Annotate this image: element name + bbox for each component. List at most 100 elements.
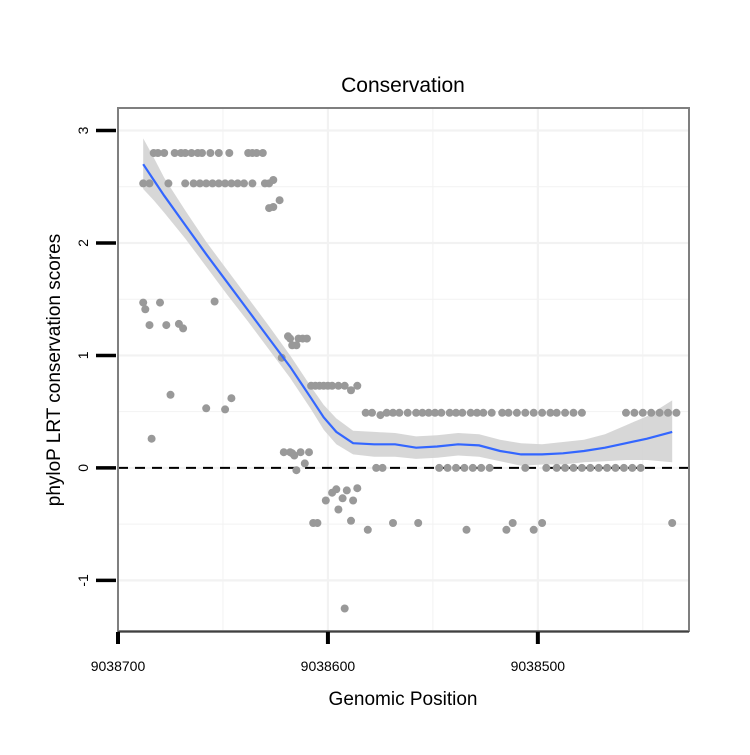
data-point bbox=[208, 179, 217, 188]
y-tick-label: 1 bbox=[75, 351, 91, 359]
data-point bbox=[521, 463, 530, 472]
data-point bbox=[221, 179, 230, 188]
data-point bbox=[395, 408, 404, 417]
y-tick-label: 3 bbox=[75, 126, 91, 134]
data-point bbox=[647, 408, 656, 417]
data-point bbox=[622, 408, 630, 417]
data-point bbox=[485, 463, 494, 472]
data-point bbox=[328, 381, 337, 390]
data-point bbox=[538, 519, 547, 527]
y-axis: -1 0 1 2 3 bbox=[75, 126, 116, 587]
data-point bbox=[502, 525, 511, 534]
data-point bbox=[164, 179, 173, 188]
data-point bbox=[361, 408, 370, 417]
data-point bbox=[296, 448, 305, 457]
data-point bbox=[435, 463, 444, 472]
data-point bbox=[466, 408, 475, 417]
data-point bbox=[195, 179, 204, 188]
x-axis: 9038700 9038600 9038500 bbox=[91, 631, 689, 674]
data-point bbox=[664, 408, 672, 417]
data-point bbox=[292, 341, 301, 350]
data-point bbox=[611, 463, 620, 472]
data-point bbox=[290, 451, 299, 460]
data-point bbox=[166, 390, 175, 399]
data-point bbox=[363, 525, 372, 534]
data-point bbox=[672, 408, 681, 417]
data-point bbox=[473, 408, 481, 417]
data-point bbox=[252, 149, 261, 157]
data-point bbox=[577, 463, 586, 472]
data-point bbox=[403, 408, 412, 417]
data-point bbox=[147, 434, 156, 443]
data-point bbox=[487, 408, 496, 417]
data-point bbox=[372, 463, 381, 472]
data-point bbox=[477, 463, 486, 472]
y-tick-label: 2 bbox=[75, 239, 91, 247]
data-point bbox=[504, 408, 513, 417]
data-point bbox=[619, 463, 628, 472]
chart-title: Conservation bbox=[341, 74, 465, 97]
data-point bbox=[552, 463, 561, 472]
y-tick-label: 0 bbox=[75, 464, 91, 472]
data-point bbox=[412, 408, 421, 417]
data-point bbox=[347, 516, 355, 525]
y-axis-label: phyloP LRT conservation scores bbox=[44, 234, 65, 507]
data-point bbox=[603, 463, 612, 472]
data-point bbox=[340, 604, 349, 613]
data-point bbox=[353, 381, 362, 390]
data-point bbox=[655, 408, 664, 417]
data-point bbox=[668, 519, 677, 527]
data-point bbox=[269, 176, 278, 184]
data-point bbox=[179, 324, 188, 333]
data-point bbox=[468, 463, 477, 472]
data-point bbox=[628, 463, 637, 472]
data-point bbox=[552, 408, 561, 417]
data-point bbox=[542, 463, 551, 472]
data-point bbox=[460, 463, 469, 472]
data-point bbox=[300, 459, 309, 468]
plot-panel bbox=[118, 108, 689, 631]
data-point bbox=[240, 179, 248, 188]
data-point bbox=[437, 408, 446, 417]
data-point bbox=[521, 408, 530, 417]
data-point bbox=[139, 179, 148, 188]
confidence-band bbox=[143, 138, 673, 466]
smooth-line bbox=[142, 163, 673, 456]
data-point bbox=[577, 408, 586, 417]
data-point bbox=[424, 408, 433, 417]
data-point bbox=[462, 525, 471, 534]
data-point bbox=[452, 463, 460, 472]
scatter-points bbox=[139, 149, 681, 613]
data-point bbox=[389, 408, 397, 417]
data-point bbox=[431, 408, 439, 417]
data-point bbox=[279, 448, 288, 457]
data-point bbox=[498, 408, 507, 417]
data-point bbox=[638, 408, 647, 417]
data-point bbox=[382, 408, 391, 417]
data-point bbox=[342, 486, 351, 495]
data-point bbox=[347, 386, 355, 395]
data-point bbox=[170, 149, 179, 157]
y-tick-label: -1 bbox=[75, 574, 91, 587]
data-point bbox=[162, 321, 171, 330]
data-point bbox=[538, 408, 547, 417]
data-point bbox=[389, 519, 397, 527]
data-point bbox=[206, 149, 215, 157]
data-point bbox=[265, 204, 274, 213]
data-point bbox=[189, 179, 198, 188]
x-tick-label: 9038600 bbox=[301, 658, 356, 674]
data-point bbox=[233, 179, 242, 188]
data-point bbox=[630, 408, 639, 417]
data-point bbox=[286, 334, 295, 343]
data-point bbox=[529, 408, 538, 417]
data-point bbox=[334, 381, 343, 390]
data-point bbox=[508, 519, 517, 527]
data-point bbox=[546, 408, 555, 417]
data-point bbox=[529, 525, 538, 534]
data-point bbox=[414, 519, 423, 527]
data-point bbox=[368, 408, 376, 417]
data-point bbox=[153, 149, 162, 157]
data-point bbox=[156, 298, 164, 307]
data-point bbox=[145, 179, 154, 188]
